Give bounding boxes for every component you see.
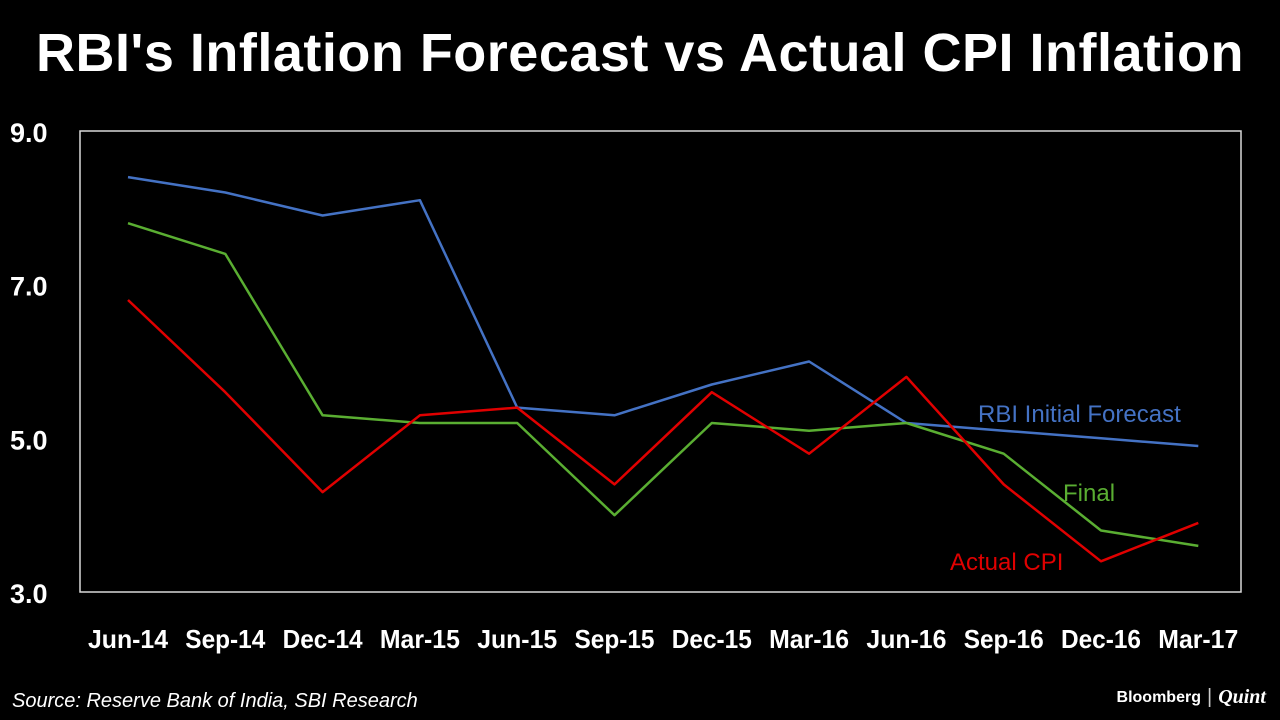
x-tick-label: Jun-16 xyxy=(866,624,946,654)
brand-name: Bloomberg xyxy=(1116,688,1201,706)
x-tick-label: Dec-14 xyxy=(283,624,364,654)
series-label: Final xyxy=(1063,480,1115,507)
brand-partner: Quint xyxy=(1218,686,1266,708)
brand-logo: Bloomberg | Quint xyxy=(1117,686,1266,709)
y-tick-label: 7.0 xyxy=(10,272,48,302)
y-tick-label: 3.0 xyxy=(10,579,48,609)
x-tick-label: Jun-15 xyxy=(477,624,557,654)
series-line xyxy=(127,299,1199,563)
x-tick-label: Dec-16 xyxy=(1061,624,1141,654)
chart-title: RBI's Inflation Forecast vs Actual CPI I… xyxy=(35,23,1245,83)
series-label: Actual CPI xyxy=(950,549,1063,576)
series-line xyxy=(127,222,1199,548)
x-tick-label: Sep-16 xyxy=(964,624,1044,654)
x-tick-label: Sep-14 xyxy=(185,624,266,654)
x-tick-label: Mar-17 xyxy=(1158,624,1238,654)
series-line xyxy=(127,175,1199,448)
x-tick-label: Mar-15 xyxy=(380,624,460,654)
series-label: RBI Initial Forecast xyxy=(978,401,1181,428)
y-tick-label: 9.0 xyxy=(10,118,48,148)
x-tick-label: Sep-15 xyxy=(575,624,655,654)
y-tick-label: 5.0 xyxy=(10,425,48,455)
x-tick-label: Mar-16 xyxy=(769,624,849,654)
x-tick-label: Jun-14 xyxy=(88,624,169,654)
brand-separator: | xyxy=(1206,686,1213,708)
source-note: Source: Reserve Bank of India, SBI Resea… xyxy=(12,690,418,712)
plot-frame xyxy=(79,130,1242,593)
x-tick-label: Dec-15 xyxy=(672,624,752,654)
